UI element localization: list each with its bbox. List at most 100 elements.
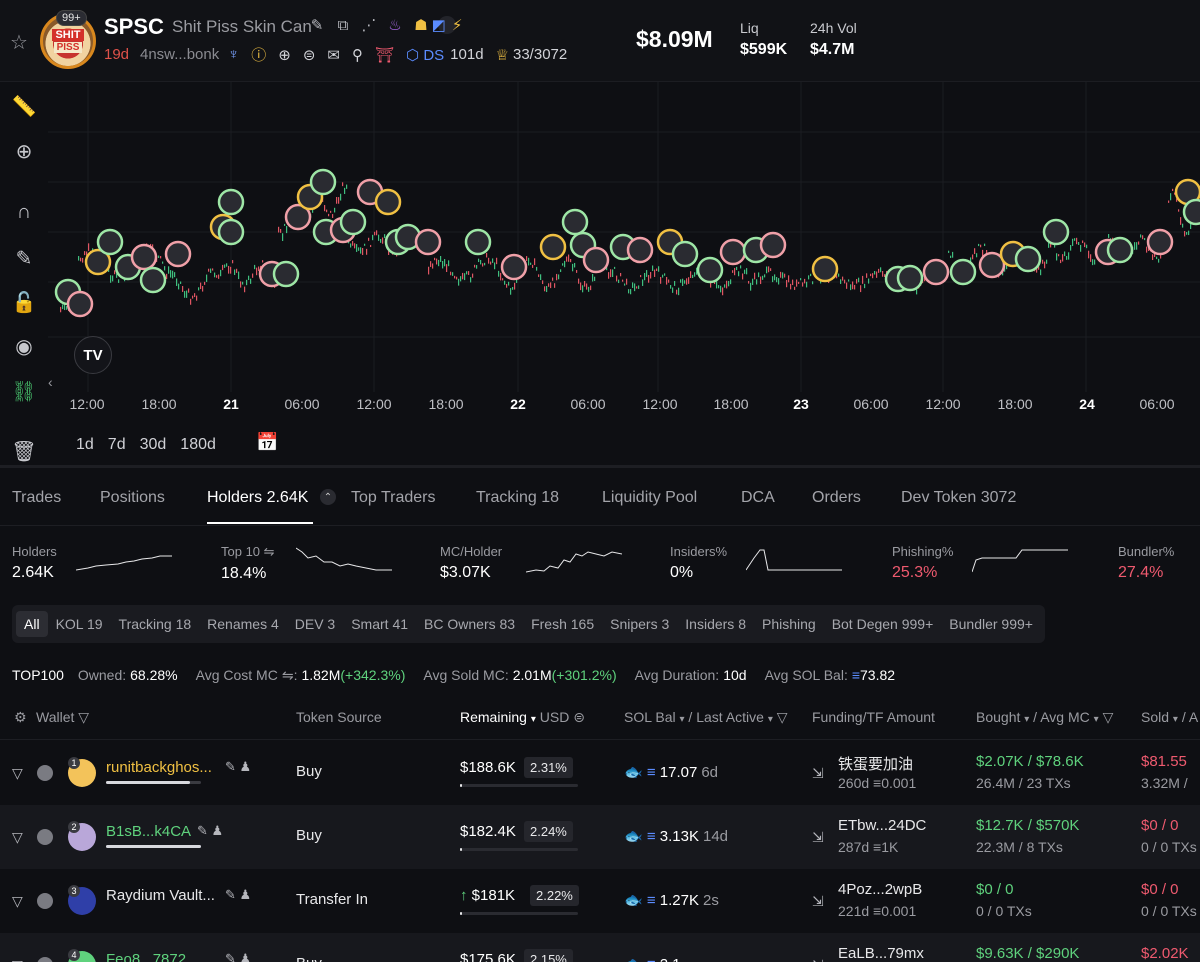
filter-chip[interactable]: Fresh 165: [531, 616, 595, 632]
list-icon[interactable]: ⊜: [302, 46, 316, 64]
tab-item[interactable]: Liquidity Pool: [602, 489, 698, 506]
tab-item[interactable]: Trades: [12, 489, 62, 506]
trader-marker[interactable]: [284, 203, 312, 231]
zoom-in-icon[interactable]: ⊕: [15, 140, 33, 163]
trader-marker[interactable]: [1146, 228, 1174, 256]
price-chart[interactable]: [48, 82, 1200, 422]
range-button[interactable]: 1d: [76, 436, 94, 453]
tab-item[interactable]: Tracking 18: [476, 489, 559, 506]
trash-icon[interactable]: 🗑: [11, 440, 37, 463]
trader-marker[interactable]: [582, 246, 610, 274]
wallet-name[interactable]: Feo8...7872: [106, 951, 187, 962]
table-row[interactable]: ▽ 2 B1sB...k4CA ✎ ♟ Buy $182.4K 2.24% 🐟 ≡ 3.13K…: [0, 805, 1200, 869]
funding-source[interactable]: EaLB...79mx: [838, 945, 924, 962]
lock-icon[interactable]: 🔓: [11, 291, 37, 314]
filter-chip[interactable]: Insiders 8: [685, 616, 746, 632]
contract-address[interactable]: 4nsw...bonk: [140, 46, 220, 63]
funding-source[interactable]: 铁蛋要加油: [838, 756, 914, 773]
trader-marker[interactable]: [671, 240, 699, 268]
transfer-icon[interactable]: ⇲: [812, 765, 824, 781]
filter-chip[interactable]: Tracking 18: [118, 616, 192, 632]
trader-marker[interactable]: [696, 256, 724, 284]
magnet-icon[interactable]: ∩: [16, 200, 32, 223]
chevron-left-icon[interactable]: ‹: [48, 374, 53, 390]
trader-marker[interactable]: [1014, 245, 1042, 273]
transfer-icon[interactable]: ⇲: [812, 957, 824, 962]
tab-item[interactable]: Top Traders: [351, 489, 436, 506]
trader-marker[interactable]: [130, 243, 158, 271]
trader-marker[interactable]: [66, 290, 94, 318]
wallet-edit-icon[interactable]: ✎ ♟: [197, 823, 224, 838]
eye-icon[interactable]: ◉: [15, 335, 33, 358]
transfer-icon[interactable]: ⇲: [812, 829, 824, 845]
filter-icon[interactable]: ▽: [78, 709, 90, 725]
filter-icon[interactable]: ▽: [12, 957, 23, 962]
trader-marker[interactable]: [922, 258, 950, 286]
tab-item[interactable]: Positions: [100, 489, 165, 506]
copy-icon[interactable]: ⧉: [337, 16, 349, 34]
tab-item[interactable]: Dev Token 3072: [901, 489, 1017, 506]
col-sold[interactable]: Sold ▾ / A: [1141, 709, 1199, 725]
holders-icon[interactable]: ♆: [228, 46, 240, 63]
date-range-icon[interactable]: 📅: [256, 432, 279, 452]
funding-source[interactable]: 4Poz...2wpB: [838, 881, 923, 898]
col-bought[interactable]: Bought ▾ / Avg MC ▾ ▽: [976, 709, 1114, 725]
transfer-icon[interactable]: ⇲: [812, 893, 824, 909]
tab-item[interactable]: Orders: [812, 489, 861, 506]
filter-chip[interactable]: DEV 3: [294, 616, 336, 632]
settings-icon[interactable]: ⚙: [14, 709, 27, 725]
col-usd-label[interactable]: USD: [539, 709, 570, 725]
gate-icon[interactable]: ⛩: [375, 46, 395, 64]
trader-marker[interactable]: [96, 228, 124, 256]
trader-marker[interactable]: [539, 233, 567, 261]
trader-marker[interactable]: [626, 236, 654, 264]
edit-icon[interactable]: ✎: [310, 17, 324, 34]
trader-marker[interactable]: [217, 218, 245, 246]
warning-icon[interactable]: ⓘ: [251, 47, 267, 64]
filter-chip[interactable]: KOL 19: [55, 616, 103, 632]
table-row[interactable]: ▽ 1 runitbackghos... ✎ ♟ Buy $188.6K 2.31% 🐟 ≡ …: [0, 741, 1200, 805]
favorite-star-icon[interactable]: ☆: [10, 32, 28, 54]
wallet-edit-icon[interactable]: ✎ ♟: [225, 951, 252, 962]
col-sol-bal[interactable]: SOL Bal ▾ / Last Active ▾ ▽: [624, 709, 788, 725]
filter-icon[interactable]: ▽: [12, 829, 23, 845]
trader-marker[interactable]: [500, 253, 528, 281]
trader-marker[interactable]: [464, 228, 492, 256]
funding-source[interactable]: ETbw...24DC: [838, 817, 927, 834]
trade-markers[interactable]: [54, 168, 1200, 318]
trader-marker[interactable]: [896, 264, 924, 292]
currency-icon[interactable]: ⊜: [573, 709, 585, 725]
range-button[interactable]: 7d: [107, 436, 126, 453]
filter-icon[interactable]: ▽: [12, 893, 23, 909]
trader-marker[interactable]: [309, 168, 337, 196]
filter-icon[interactable]: ▽: [12, 765, 23, 781]
wallet-name[interactable]: runitbackghos...: [106, 759, 212, 776]
filter-chip[interactable]: Bot Degen 999+: [831, 616, 934, 632]
website-icon[interactable]: ⊕: [278, 46, 291, 64]
table-row[interactable]: ▽ 3 Raydium Vault... ✎ ♟ Transfer In ↑ $181K 2…: [0, 869, 1200, 933]
tab-item[interactable]: DCA: [741, 489, 775, 506]
ruler-icon[interactable]: 📏: [11, 95, 37, 118]
trader-marker[interactable]: [719, 238, 747, 266]
trader-marker[interactable]: [978, 251, 1006, 279]
filter-chip[interactable]: Phishing: [761, 616, 816, 632]
trader-marker[interactable]: [84, 248, 112, 276]
trader-marker[interactable]: [1042, 218, 1070, 246]
chat-icon[interactable]: ✉: [327, 46, 340, 64]
chevron-up-icon[interactable]: ⌃: [320, 489, 336, 505]
trader-marker[interactable]: [339, 208, 367, 236]
swap-icon[interactable]: ⇋: [263, 544, 275, 559]
col-remaining[interactable]: Remaining ▾ USD ⊜: [460, 709, 585, 726]
filter-icon[interactable]: ▽: [1102, 709, 1114, 725]
wallet-edit-icon[interactable]: ✎ ♟: [225, 887, 252, 902]
trader-marker[interactable]: [217, 188, 245, 216]
trader-marker[interactable]: [164, 240, 192, 268]
trader-marker[interactable]: [414, 228, 442, 256]
filter-chip[interactable]: BC Owners 83: [424, 616, 516, 632]
swap-icon[interactable]: ⇋: [281, 667, 294, 683]
col-wallet[interactable]: Wallet ▽: [36, 709, 89, 726]
trader-marker[interactable]: [561, 208, 589, 236]
wallet-edit-icon[interactable]: ✎ ♟: [225, 759, 252, 774]
range-button[interactable]: 30d: [139, 436, 167, 453]
trader-marker[interactable]: [139, 266, 167, 294]
